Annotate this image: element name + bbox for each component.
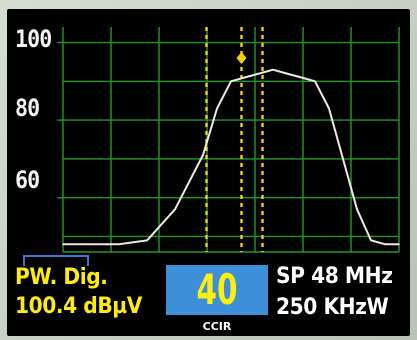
analyzer-screen: 100 80 60 PW. Dig. 100.4 dBµV 40 CCIR SP… <box>7 9 410 336</box>
spectrum-point <box>90 243 92 246</box>
spectrum-point <box>272 68 274 71</box>
spectrum-plot <box>57 27 400 253</box>
spectrum-point <box>356 208 358 211</box>
y-tick-label-60: 60 <box>15 166 40 194</box>
measurement-mode-label: PW. Dig. <box>15 265 108 290</box>
spectrum-point <box>118 243 120 246</box>
spectrum-point <box>384 243 386 246</box>
spectrum-point <box>300 76 302 79</box>
spectrum-point <box>146 239 148 242</box>
level-readout: 100.4 dBµV <box>15 294 142 319</box>
spectrum-point <box>62 243 64 246</box>
spectrum-point <box>314 80 316 83</box>
spectrum-point <box>258 72 260 75</box>
channel-standard-label: CCIR <box>202 320 232 333</box>
spectrum-point <box>216 107 218 110</box>
span-readout: SP 48 MHz <box>276 264 393 289</box>
spectrum-point <box>202 154 204 156</box>
spectrum-point <box>342 158 344 160</box>
spectrum-point <box>370 239 372 242</box>
resolution-bandwidth-readout: 250 KHzW <box>276 295 389 320</box>
measurement-tab-indicator <box>23 255 89 266</box>
channel-box[interactable]: 40 <box>166 265 268 315</box>
spectrum-point <box>398 243 400 246</box>
spectrum-trace <box>63 68 399 246</box>
spectrum-point <box>328 107 330 110</box>
spectrum-point <box>286 72 288 75</box>
spectrum-point <box>174 208 176 211</box>
y-tick-label-80: 80 <box>15 94 40 122</box>
peak-marker-diamond <box>236 52 247 65</box>
spectrum-point <box>244 76 246 79</box>
spectrum-point <box>230 80 232 83</box>
channel-number: 40 <box>196 265 238 314</box>
y-tick-label-100: 100 <box>15 25 52 53</box>
